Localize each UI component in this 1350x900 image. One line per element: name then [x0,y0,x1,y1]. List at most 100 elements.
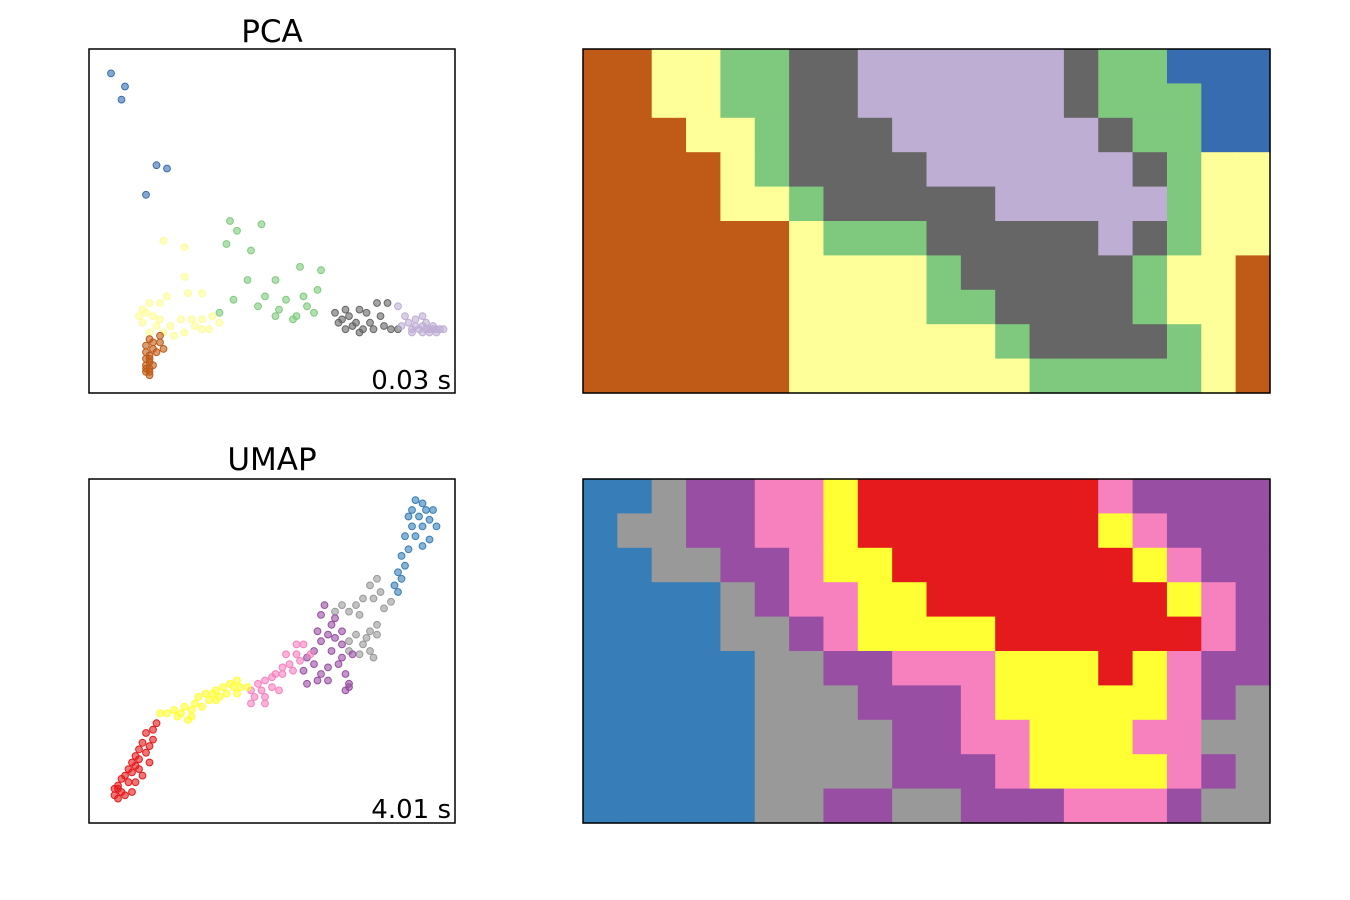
pca-point [341,305,350,314]
pca-grid-cell [1166,186,1202,222]
umap-point [149,735,157,744]
pca-grid-cell [1098,117,1134,153]
umap-point [359,594,367,603]
pca-grid-cell [1029,358,1065,394]
umap-point [418,499,427,508]
umap-grid-cell [1098,685,1134,721]
umap-grid-cell [617,685,653,721]
pca-point [303,302,311,311]
pca-grid-cell [960,221,996,256]
pca-grid-cells [583,49,1271,394]
umap-point [320,601,329,609]
umap-point [348,650,357,659]
umap-grid-panel [582,478,1271,824]
pca-point [152,161,161,170]
pca-point [355,328,364,337]
umap-grid-cell [1098,754,1134,790]
umap-grid-cell [1201,685,1237,721]
umap-point [418,522,427,531]
pca-point [177,315,185,324]
pca-grid-cell [1201,186,1237,222]
umap-point [306,650,315,659]
umap-grid-cell [754,788,790,824]
pca-grid-cell [617,83,653,119]
pca-grid-cell [892,358,928,394]
pca-grid-cell [720,152,756,188]
umap-grid-cell [1132,685,1168,721]
pca-point [180,243,189,252]
pca-grid-cell [789,186,825,222]
pca-grid-cell [892,152,928,188]
umap-point [404,512,413,521]
pca-grid-cell [960,49,996,84]
pca-grid-cell [583,324,618,360]
umap-grid-cell [617,547,653,583]
umap-grid-cell [960,651,996,686]
pca-point [243,276,252,284]
pca-grid-cell [1166,255,1202,291]
pca-grid-cell [789,117,825,153]
umap-point [170,706,178,714]
umap-grid-cell [720,582,756,618]
pca-point [226,217,234,225]
umap-time-annotation: 4.01 s [371,795,451,825]
umap-grid-cell [1029,582,1065,618]
pca-grid-cell [1063,83,1099,119]
umap-point [233,689,241,698]
umap-grid-cell [857,754,893,790]
pca-grid-cell [1029,83,1065,119]
umap-point [387,597,395,606]
pca-grid-cell [651,255,687,291]
pca-grid-cell [651,117,687,153]
pca-grid-cell [651,289,687,325]
pca-grid-cell [892,221,928,256]
pca-point [142,308,150,317]
pca-grid-cell [1132,289,1168,325]
umap-point [303,679,311,688]
umap-grid-cell [583,719,618,755]
umap-grid-cell [1235,754,1271,790]
pca-point [198,325,206,334]
umap-grid-cell [995,582,1031,618]
umap-point [128,788,136,796]
umap-grid-cell [892,685,928,721]
umap-grid-cell [754,479,790,514]
pca-grid-cell [995,324,1031,360]
umap-grid-cell [1166,582,1202,618]
pca-grid-cell [686,186,721,222]
umap-grid-cell [857,513,893,549]
pca-grid-cell [651,152,687,188]
pca-title: PCA [241,14,303,50]
pca-grid-cell [960,186,996,222]
pca-grid-cell [617,255,653,291]
umap-point [317,611,325,619]
umap-grid-cell [651,616,687,652]
umap-grid-cell [789,788,825,824]
umap-grid-cell [1063,651,1099,686]
umap-grid-frame [582,478,1271,824]
pca-grid-cell [892,289,928,325]
umap-grid-cell [754,582,790,618]
pca-grid-cell [1029,255,1065,291]
umap-grid-cell [926,513,962,549]
umap-point [394,568,402,577]
pca-grid-cell [892,186,928,222]
pca-point [142,341,150,350]
umap-grid-cell [686,616,721,652]
pca-grid-cell [960,289,996,325]
pca-grid-cell [857,324,893,360]
pca-grid-cell [823,324,859,360]
umap-point [331,614,339,623]
umap-point [408,506,416,514]
umap-grid-cell [823,547,859,583]
pca-grid-cell [995,49,1031,84]
pca-point [163,164,171,173]
umap-grid-cell [1029,685,1065,721]
umap-point [380,604,388,613]
umap-point [254,679,262,688]
umap-point [135,765,143,773]
pca-grid-cell [617,358,653,394]
pca-grid-cell [686,255,721,291]
pca-point [401,312,409,321]
umap-grid-cell [617,651,653,686]
